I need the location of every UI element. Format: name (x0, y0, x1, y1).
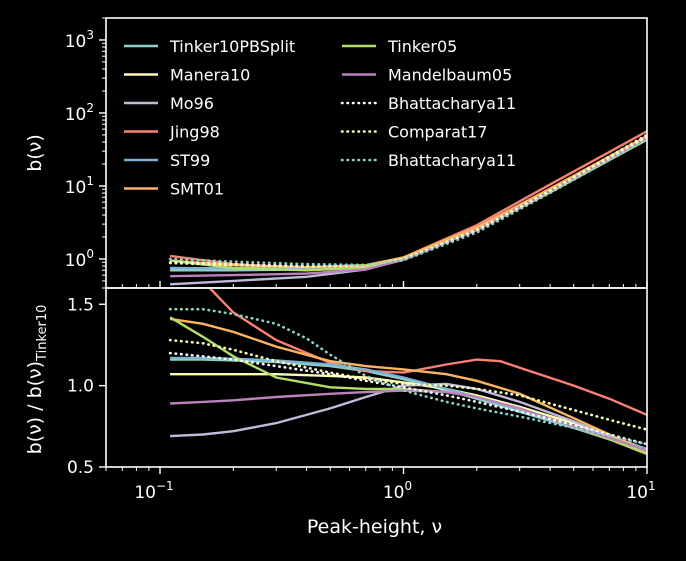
bottom-axes-frame (105, 287, 648, 468)
bottom-series-line-2 (170, 382, 647, 452)
y-tick-exponent: 1 (86, 174, 94, 188)
x-tick-label-1: 100 (383, 479, 412, 503)
x-axis-label: Peak-height, ν (307, 516, 442, 538)
y-tick-base: 10 (65, 32, 87, 52)
x-tick-base: 10 (383, 483, 405, 503)
y-tick-exponent: 2 (86, 101, 94, 115)
bottom-series-line-0 (170, 358, 647, 452)
bottom-y-axis-label-subscript: Tinker10 (35, 305, 50, 362)
legend-label-4: ST99 (170, 151, 210, 170)
legend-label-5: SMT01 (170, 180, 224, 199)
bottom-series-line-1 (170, 373, 647, 451)
top-y-tick-label-0: 100 (65, 247, 94, 271)
legend-label-7: Mandelbaum05 (388, 66, 512, 85)
bottom-y-tick-label-2: 1.5 (67, 295, 94, 315)
bottom-series-line-9 (168, 338, 647, 431)
top-y-tick-label-1: 101 (65, 174, 94, 198)
x-tick-base: 10 (134, 483, 156, 503)
legend-label-1: Manera10 (170, 66, 250, 85)
bottom-y-tick-label-1: 1.0 (67, 377, 94, 397)
top-series-line-7 (170, 137, 647, 278)
y-tick-base: 10 (65, 251, 87, 271)
legend-label-0: Tinker10PBSplit (169, 37, 295, 56)
bottom-series-line-8 (168, 351, 647, 446)
x-tick-label-2: 101 (626, 479, 655, 503)
legend-label-6: Tinker05 (387, 37, 457, 56)
legend-label-9: Comparat17 (388, 123, 488, 142)
x-tick-exponent: 1 (648, 479, 656, 493)
legend: Tinker10PBSplit Manera10 Mo96 Jing98 ST99 SMT… (124, 37, 516, 199)
y-tick-base: 10 (65, 105, 87, 125)
bottom-y-tick-label-0: 0.5 (67, 458, 94, 478)
x-tick-label-0: 10−1 (134, 479, 173, 503)
x-tick-exponent: −1 (156, 479, 174, 493)
bottom-y-axis-label-main: b(ν) / b(ν) (24, 361, 46, 454)
y-tick-base: 10 (65, 178, 87, 198)
bottom-series-line-5 (169, 317, 647, 454)
top-series-group (168, 130, 647, 286)
top-y-axis-label: b(ν) (24, 134, 46, 172)
legend-label-10: Bhattacharya11 (388, 151, 516, 170)
bottom-y-axis-label: b(ν) / b(ν)Tinker10 (24, 305, 50, 455)
bottom-series-group (168, 288, 647, 456)
x-tick-base: 10 (626, 483, 648, 503)
top-y-tick-label-2: 102 (65, 101, 94, 125)
x-tick-exponent: 0 (405, 479, 413, 493)
y-tick-exponent: 0 (86, 247, 94, 261)
bottom-series-line-3 (208, 288, 647, 417)
top-y-tick-label-3: 103 (65, 28, 94, 52)
legend-label-3: Jing98 (169, 123, 220, 142)
legend-label-2: Mo96 (170, 94, 214, 113)
top-series-line-10 (168, 137, 647, 267)
y-tick-exponent: 3 (86, 28, 94, 42)
legend-label-8: Bhattacharya11 (388, 94, 516, 113)
